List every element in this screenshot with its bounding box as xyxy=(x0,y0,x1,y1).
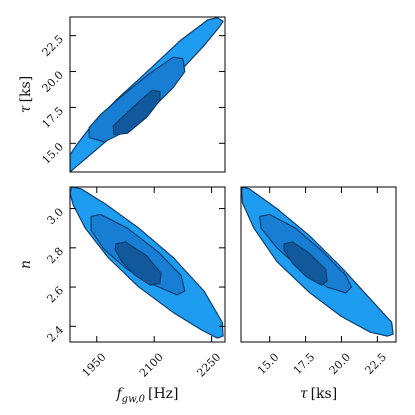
y-axis-label: n xyxy=(18,260,34,269)
contour-level-3 xyxy=(283,241,328,286)
y-tick-label: 2.6 xyxy=(45,284,67,306)
y-tick-label: 22.5 xyxy=(40,33,67,60)
contours-n_vs_tau xyxy=(241,187,394,337)
contours-n_vs_fgw xyxy=(70,187,224,339)
y-axis-label: τ[ks] xyxy=(18,76,34,113)
x-axis-label: fgw,0 [Hz] xyxy=(115,386,178,405)
contours-tau_vs_fgw xyxy=(70,17,224,172)
contour-level-3 xyxy=(112,89,161,136)
contour-level-2 xyxy=(88,56,186,143)
x-tick-label: 2250 xyxy=(194,351,223,380)
x-tick-label: 15.0 xyxy=(255,351,282,378)
panel-tau_vs_fgw: 15.0 17.5 20.0 22.5 τ[ks] xyxy=(18,16,226,173)
x-tick-label: 20.0 xyxy=(327,351,354,378)
y-tick-label: 2.8 xyxy=(45,245,67,267)
x-tick-label: 2100 xyxy=(137,351,166,380)
panel-frame xyxy=(240,186,397,343)
x-axis-label: τ [ks] xyxy=(300,386,337,402)
panel-frame xyxy=(69,16,226,173)
y-tick-label: 20.0 xyxy=(40,68,67,95)
x-tick-label: 1950 xyxy=(80,351,109,380)
y-tick-label: 2.4 xyxy=(45,323,67,345)
x-tick-label: 17.5 xyxy=(291,351,318,378)
panel-n_vs_tau: 15.0 17.5 20.0 22.5 τ [ks] xyxy=(240,186,397,402)
contour-level-3 xyxy=(114,241,162,286)
panels-layer: 15.0 17.5 20.0 22.5 τ[ks] 1950 2100 2250 2.4 2.6 2… xyxy=(18,16,397,405)
y-tick-label: 15.0 xyxy=(40,140,67,167)
panel-frame xyxy=(69,186,226,343)
x-tick-label: 22.5 xyxy=(363,351,390,378)
panel-n_vs_fgw: 1950 2100 2250 2.4 2.6 2.8 3.0 fgw,0 [Hz] n xyxy=(18,186,226,405)
y-tick-label: 3.0 xyxy=(45,206,67,228)
y-tick-label: 17.5 xyxy=(40,104,67,131)
